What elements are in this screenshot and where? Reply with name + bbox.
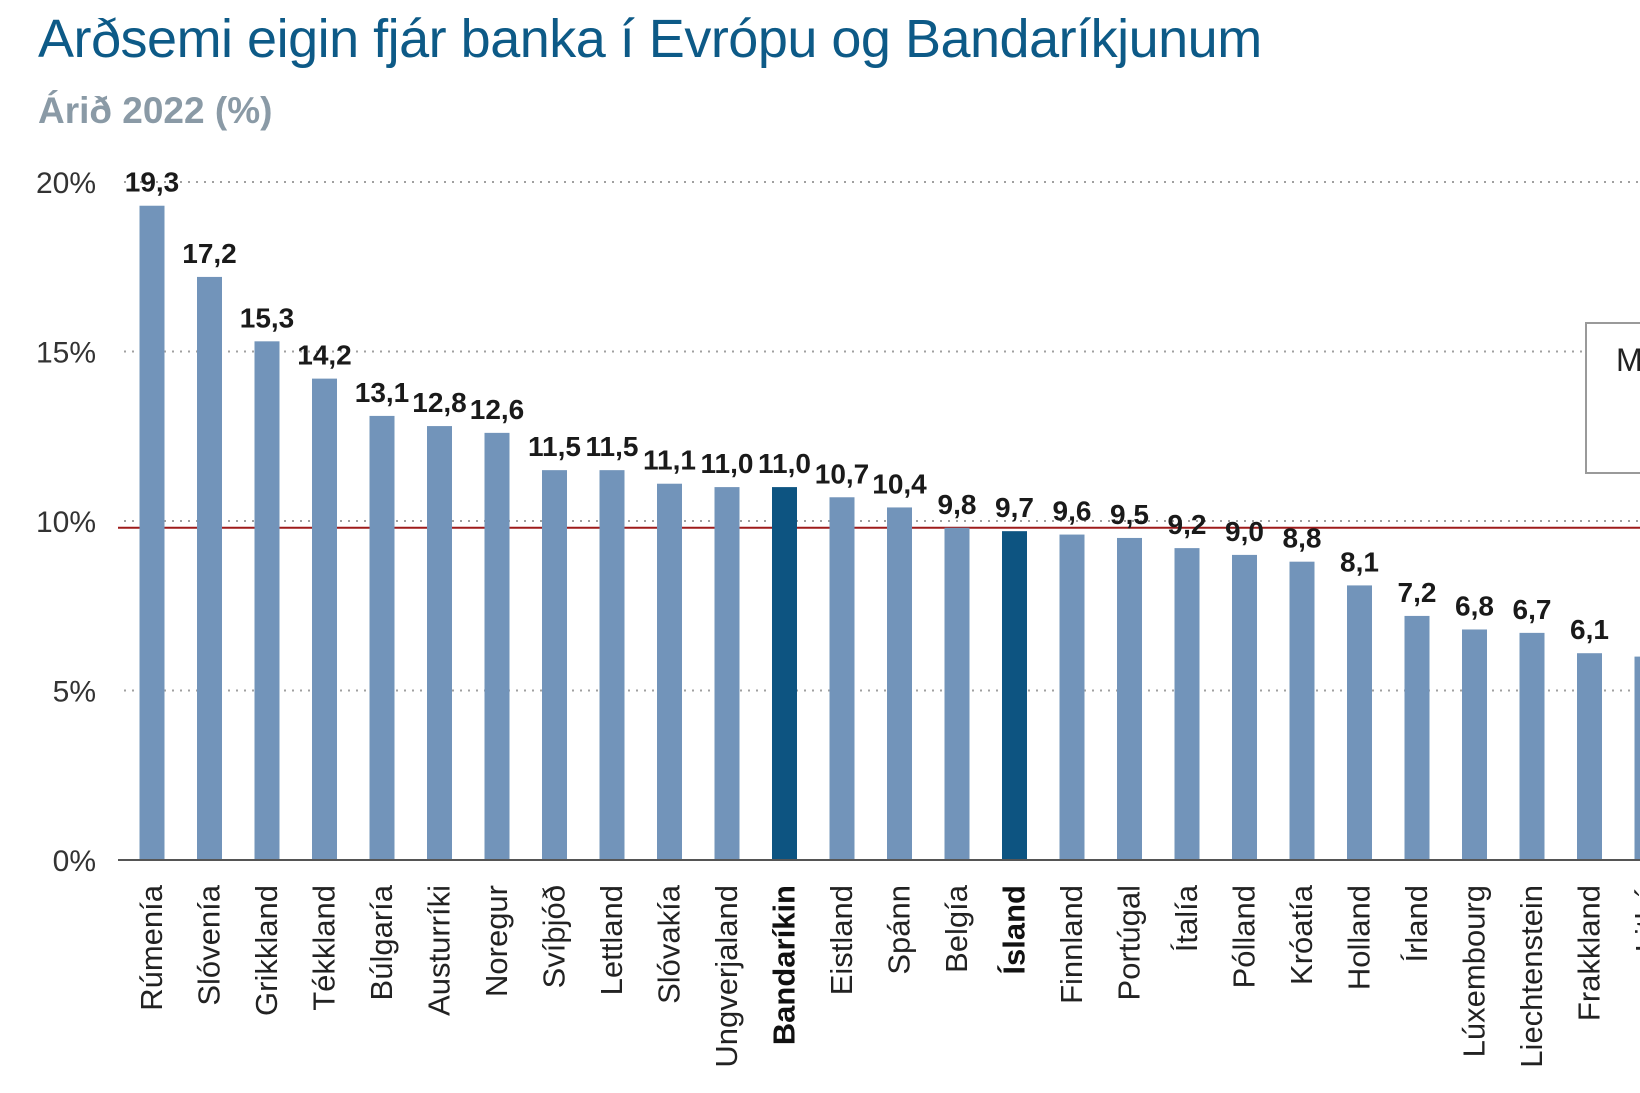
category-label: Grikkland (249, 885, 284, 1016)
category-label: Búlgaría (364, 884, 399, 1000)
category-label: Holland (1342, 885, 1377, 990)
bar (657, 483, 682, 860)
bar (887, 507, 912, 860)
bar (197, 276, 222, 860)
category-label: Pólland (1227, 885, 1262, 988)
bar (714, 487, 740, 860)
category-label: Írland (1399, 885, 1434, 963)
category-label: Noregur (479, 885, 514, 997)
value-label: 11,5 (586, 431, 639, 462)
category-label: Frakkland (1572, 885, 1607, 1021)
bar (139, 205, 165, 861)
category-label: Lúxembourg (1457, 885, 1492, 1057)
value-label: 8,1 (1340, 546, 1379, 577)
bar (312, 378, 337, 860)
value-label: 9,2 (1168, 509, 1207, 540)
value-label: 8,8 (1283, 523, 1322, 554)
category-label: Portúgal (1112, 885, 1147, 1000)
category-label: Ítalía (1169, 884, 1204, 952)
axes: 0% 5% 10% 15% 20% (36, 167, 1640, 878)
value-label: 6,1 (1570, 614, 1609, 645)
bar (1347, 585, 1372, 860)
value-label: 15,3 (240, 302, 295, 333)
bar (1174, 548, 1200, 860)
category-label: Bandaríkin (767, 885, 802, 1045)
gridlines (124, 181, 1640, 692)
bar (1232, 554, 1257, 860)
legend-box: M (1585, 322, 1640, 474)
category-label: Belgía (939, 884, 974, 973)
category-label: Tékkland (307, 885, 342, 1011)
labels: 19,3 Rúmenía 17,2 Slóvenía 15,3 Grikkland 14,2… (125, 167, 1640, 1068)
category-label: Eistland (824, 885, 859, 995)
bar (1577, 653, 1602, 860)
bar (1289, 561, 1315, 860)
value-label: 9,5 (1110, 499, 1149, 530)
value-label: 9,8 (938, 489, 977, 520)
bar (254, 341, 280, 861)
value-label: 11,0 (701, 448, 754, 479)
category-label: Króatía (1284, 884, 1319, 985)
bar (427, 426, 452, 860)
y-tick-label: 0% (53, 845, 96, 878)
bar (944, 527, 970, 860)
category-label: Slóvakía (652, 884, 687, 1004)
value-label: 10,4 (872, 468, 927, 499)
value-label: 10,7 (815, 458, 870, 489)
category-label: Austurríki (422, 885, 457, 1016)
bar (1117, 537, 1142, 860)
value-label: 9,6 (1053, 496, 1092, 527)
category-label: Ungverjaland (709, 885, 744, 1068)
bar (1519, 632, 1545, 860)
bar (772, 487, 797, 860)
bar (599, 470, 625, 860)
value-label: 11,0 (758, 448, 811, 479)
value-label: 6,8 (1455, 590, 1494, 621)
bar (1404, 615, 1430, 860)
bar (542, 470, 567, 860)
legend-text: M (1616, 342, 1640, 378)
chart-subtitle: Árið 2022 (%) (38, 90, 273, 131)
category-label: Spánn (882, 885, 917, 975)
bar (1002, 531, 1027, 860)
value-label: 9,7 (995, 492, 1034, 523)
bar (369, 415, 395, 860)
y-tick-label: 5% (53, 676, 96, 709)
bar (1059, 534, 1085, 860)
category-label: Svíþjóð (537, 885, 572, 988)
value-label: 9,0 (1225, 516, 1264, 547)
bar (1462, 629, 1487, 860)
value-label: 11,5 (528, 431, 581, 462)
value-label: 12,6 (470, 394, 525, 425)
value-label: 6,7 (1513, 594, 1552, 625)
category-label: Slóvenía (192, 884, 227, 1005)
category-label: Finnland (1054, 885, 1089, 1004)
value-label: 17,2 (182, 238, 237, 269)
bar (484, 432, 510, 860)
chart-title: Arðsemi eigin fjár banka í Evrópu og Ban… (38, 9, 1262, 69)
category-label: Lithá (1629, 884, 1640, 952)
category-label: Liechtenstein (1514, 885, 1549, 1068)
legend-frame (1585, 322, 1640, 474)
value-label: 13,1 (355, 377, 410, 408)
value-label: 12,8 (412, 387, 467, 418)
bar (829, 497, 855, 860)
value-label: 14,2 (297, 340, 352, 371)
category-label: Lettland (594, 885, 629, 995)
value-label: 19,3 (125, 167, 180, 198)
y-tick-label: 20% (36, 167, 96, 200)
bar (1634, 656, 1640, 860)
category-label: Rúmenía (134, 884, 169, 1011)
y-tick-label: 10% (36, 506, 96, 539)
y-tick-label: 15% (36, 337, 96, 370)
value-label: 11,1 (643, 445, 696, 476)
bars (139, 205, 1640, 861)
value-label: 7,2 (1398, 577, 1437, 608)
category-label: Ísland (997, 885, 1032, 975)
